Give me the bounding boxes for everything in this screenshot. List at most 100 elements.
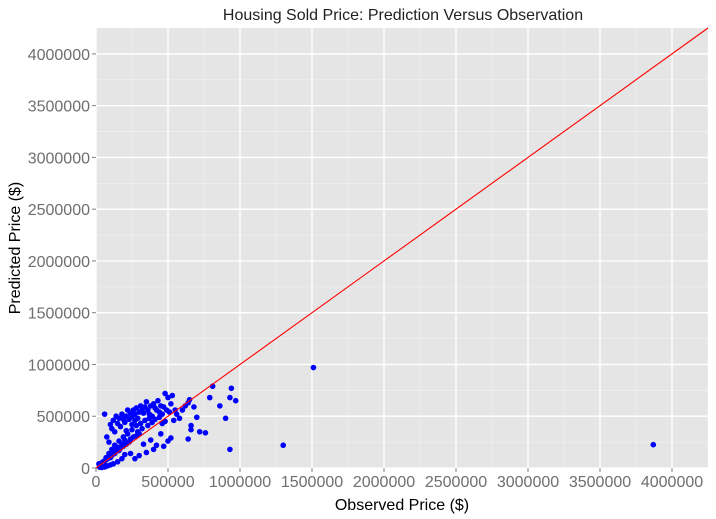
x-tick-label: 0: [92, 474, 101, 491]
x-tick-label: 2000000: [353, 474, 415, 491]
data-point: [110, 417, 117, 424]
data-point: [133, 422, 140, 429]
grid-minor: [96, 27, 709, 468]
data-point: [129, 426, 135, 433]
data-point: [162, 390, 168, 397]
data-point: [188, 426, 194, 433]
data-point: [122, 419, 128, 426]
y-tick-label: 2500000: [28, 202, 90, 219]
y-tick-label: 3500000: [28, 99, 90, 116]
data-point: [122, 451, 128, 458]
data-point: [119, 411, 125, 417]
data-point: [114, 444, 121, 451]
data-point: [150, 446, 157, 453]
data-point: [106, 439, 112, 445]
data-point: [194, 414, 200, 421]
data-point: [116, 415, 122, 422]
data-point: [110, 447, 117, 454]
data-point: [111, 428, 118, 435]
data-point: [227, 446, 233, 453]
data-point: [114, 458, 121, 465]
x-tick-label: 3000000: [497, 474, 559, 491]
grid-major: [95, 28, 708, 469]
data-point: [179, 407, 186, 413]
data-point: [153, 442, 160, 449]
data-point: [188, 422, 194, 429]
data-point: [145, 422, 151, 429]
data-point: [169, 392, 176, 399]
data-point: [132, 455, 138, 462]
x-tick-label: 1500000: [281, 474, 343, 491]
data-point: [166, 409, 173, 415]
x-tick-label: 2500000: [425, 474, 487, 491]
data-point: [196, 428, 203, 435]
reference-line-group: [95, 27, 709, 469]
data-point: [650, 441, 657, 448]
x-tick-label: 4000000: [641, 474, 703, 491]
y-tick-label: 3000000: [28, 150, 90, 167]
data-point: [310, 364, 317, 371]
data-point: [142, 417, 148, 424]
y-tick-label: 4000000: [28, 47, 90, 64]
data-point: [129, 421, 135, 428]
data-point: [191, 404, 197, 410]
x-tick-label: 500000: [141, 474, 194, 491]
data-point: [152, 416, 158, 423]
data-point: [146, 415, 153, 422]
y-tick-label: 1000000: [28, 357, 90, 374]
chart-title: Housing Sold Price: Prediction Versus Ob…: [223, 7, 583, 24]
data-point: [122, 437, 128, 443]
data-point: [143, 398, 150, 405]
data-point: [217, 403, 223, 409]
y-axis-ticks: 0 500000 1000000 1500000 2000000 2500000 30000…: [28, 47, 96, 478]
data-point: [132, 411, 138, 417]
data-point: [140, 441, 147, 447]
data-point: [101, 411, 108, 417]
y-tick-label: 500000: [37, 409, 90, 426]
data-point: [206, 394, 213, 401]
x-tick-label: 3500000: [569, 474, 631, 491]
data-point: [139, 425, 145, 432]
data-point: [227, 394, 233, 401]
y-tick-label: 1500000: [28, 306, 90, 323]
data-point: [104, 434, 110, 440]
data-point: [132, 417, 138, 424]
data-point: [185, 436, 191, 442]
y-axis-title: Predicted Price ($): [7, 182, 24, 315]
data-point: [117, 423, 124, 430]
data-point: [165, 394, 171, 401]
data-point: [170, 417, 177, 424]
data-point: [155, 397, 161, 404]
y-tick-label: 2000000: [28, 254, 90, 271]
data-point: [133, 405, 140, 411]
x-axis-title: Observed Price ($): [335, 497, 469, 514]
data-point: [232, 397, 239, 404]
data-point: [168, 435, 174, 441]
data-point: [136, 452, 142, 459]
data-point: [160, 443, 167, 450]
data-point: [222, 415, 229, 422]
data-point: [127, 450, 134, 457]
data-point: [156, 414, 163, 421]
data-point: [119, 441, 125, 447]
data-point: [162, 418, 168, 425]
data-point: [202, 430, 209, 436]
data-point: [280, 442, 287, 449]
data-point: [134, 428, 141, 435]
x-tick-label: 1000000: [209, 474, 271, 491]
data-point: [123, 427, 130, 434]
data-point: [137, 420, 144, 427]
data-point: [168, 401, 174, 407]
data-point: [147, 437, 154, 443]
data-point: [173, 411, 180, 417]
data-point: [119, 455, 125, 462]
data-point: [228, 385, 235, 392]
data-points: [96, 364, 657, 471]
y-tick-label: 0: [81, 461, 90, 478]
data-point: [127, 436, 134, 442]
data-point: [176, 415, 183, 422]
x-axis-ticks: 0 500000 1000000 1500000 2000000 2500000 30000…: [92, 468, 703, 491]
data-point: [140, 410, 147, 416]
data-point: [158, 431, 164, 437]
